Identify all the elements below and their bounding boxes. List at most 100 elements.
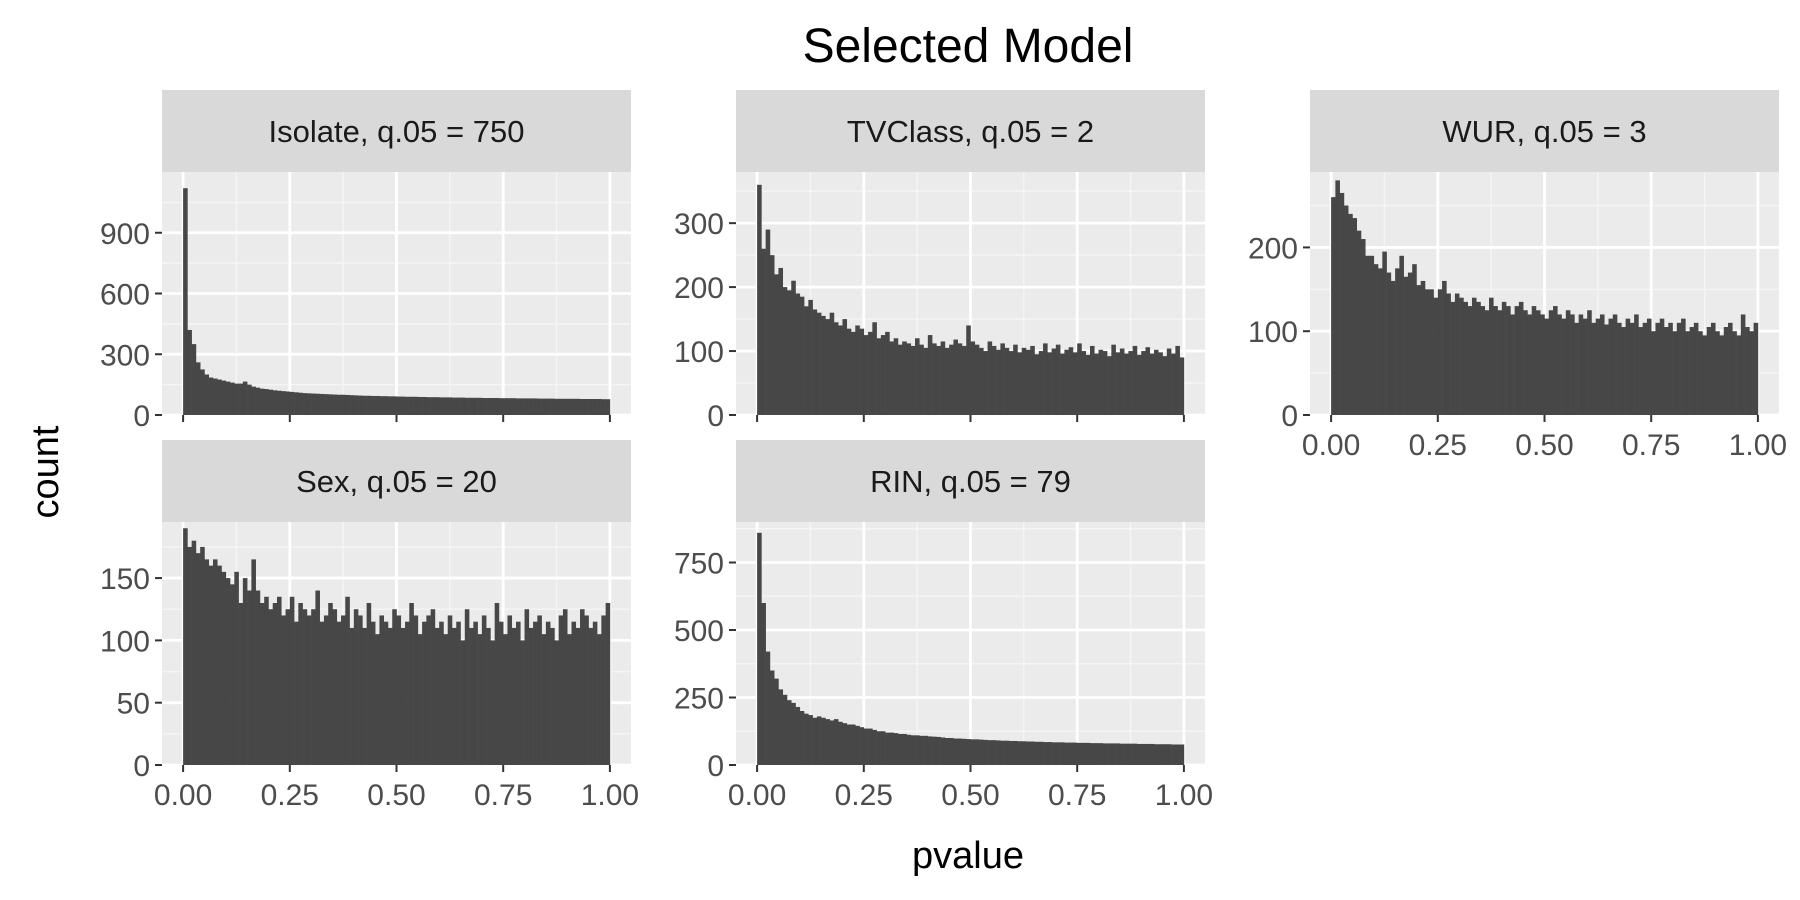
histogram-bar bbox=[434, 627, 440, 765]
histogram-bar bbox=[1171, 353, 1176, 415]
histogram-bar bbox=[439, 621, 444, 765]
histogram-bar bbox=[1493, 306, 1498, 415]
histogram-bar bbox=[528, 627, 534, 765]
histogram-bar bbox=[833, 322, 839, 415]
histogram-bar bbox=[1728, 322, 1733, 415]
histogram-bar bbox=[936, 345, 941, 415]
histogram-bar bbox=[242, 381, 248, 415]
histogram-bar bbox=[392, 396, 397, 415]
histogram-bar bbox=[1013, 344, 1018, 415]
histogram-bar bbox=[422, 621, 427, 765]
histogram-bar bbox=[281, 615, 286, 765]
histogram-bar bbox=[396, 396, 402, 415]
histogram-bar bbox=[1000, 343, 1005, 415]
histogram-bar bbox=[850, 331, 856, 415]
histogram-bar bbox=[302, 393, 308, 415]
histogram-bar bbox=[1136, 354, 1142, 415]
histogram-bar bbox=[1599, 314, 1605, 415]
histogram-bar bbox=[970, 739, 976, 765]
histogram-bar bbox=[1021, 347, 1027, 415]
histogram-bar bbox=[1331, 197, 1336, 415]
histogram-bar bbox=[940, 737, 946, 765]
histogram-bar bbox=[1736, 335, 1742, 415]
histogram-bar bbox=[558, 398, 564, 415]
histogram-bar bbox=[259, 388, 265, 415]
histogram-bar bbox=[1107, 743, 1112, 765]
histogram-bar bbox=[481, 397, 487, 415]
histogram-bar bbox=[1335, 180, 1340, 415]
histogram-bar bbox=[221, 380, 227, 415]
histogram-bar bbox=[1689, 327, 1695, 415]
histogram-bar bbox=[601, 615, 606, 765]
histogram-bar bbox=[315, 590, 320, 765]
histogram-bar bbox=[413, 396, 419, 415]
histogram-bar bbox=[961, 738, 967, 765]
histogram-bar bbox=[1570, 314, 1575, 415]
histogram-bar bbox=[430, 609, 436, 765]
histogram-bar bbox=[872, 322, 877, 415]
histogram-bar bbox=[494, 397, 500, 415]
histogram-bar bbox=[588, 627, 594, 765]
histogram-bar bbox=[1179, 744, 1185, 765]
histogram-bar bbox=[486, 627, 491, 765]
histogram-bar bbox=[1072, 742, 1078, 765]
histogram-bar bbox=[957, 343, 963, 415]
y-tick-label: 50 bbox=[117, 688, 150, 721]
histogram-bar bbox=[906, 343, 912, 415]
histogram-bar bbox=[915, 338, 920, 415]
histogram-bar bbox=[341, 615, 346, 765]
histogram-bar bbox=[1390, 280, 1396, 415]
histogram-bar bbox=[498, 398, 504, 415]
histogram-bar bbox=[392, 609, 397, 765]
histogram-bar bbox=[868, 331, 873, 415]
chart-title: Selected Model bbox=[803, 20, 1134, 73]
y-tick-label: 100 bbox=[1248, 316, 1298, 349]
histogram-bar bbox=[1004, 740, 1010, 765]
histogram-bar bbox=[1081, 351, 1087, 415]
histogram-bar bbox=[375, 634, 380, 765]
facet-strip-label: WUR, q.05 = 3 bbox=[1442, 114, 1646, 149]
histogram-bar bbox=[1595, 318, 1601, 415]
histogram-bar bbox=[880, 335, 886, 415]
histogram-bar bbox=[289, 596, 295, 765]
histogram-bar bbox=[1111, 344, 1116, 415]
histogram-bar bbox=[987, 341, 993, 415]
histogram-bar bbox=[387, 627, 393, 765]
histogram-bar bbox=[481, 615, 487, 765]
y-tick-label: 200 bbox=[1248, 232, 1298, 265]
histogram-bar bbox=[966, 739, 971, 765]
histogram-bar bbox=[302, 609, 308, 765]
histogram-bar bbox=[276, 390, 282, 415]
histogram-bar bbox=[597, 399, 602, 415]
histogram-bar bbox=[923, 347, 929, 415]
histogram-bar bbox=[953, 339, 958, 415]
histogram-bar bbox=[477, 634, 483, 765]
histogram-bar bbox=[208, 377, 214, 415]
histogram-bar bbox=[983, 739, 988, 765]
histogram-bar bbox=[1149, 353, 1155, 415]
histogram-bar bbox=[1166, 348, 1172, 415]
facet-strip bbox=[1310, 90, 1779, 172]
histogram-bar bbox=[889, 341, 894, 415]
histogram-bar bbox=[332, 609, 338, 765]
histogram-bar bbox=[1124, 743, 1129, 765]
histogram-bar bbox=[584, 615, 589, 765]
histogram-bar bbox=[204, 374, 210, 415]
histogram-bar bbox=[816, 312, 822, 415]
histogram-bar bbox=[1111, 743, 1116, 765]
histogram-bar bbox=[842, 319, 848, 415]
histogram-bar bbox=[524, 609, 530, 765]
histogram-bar bbox=[859, 328, 865, 415]
histogram-bar bbox=[1102, 743, 1108, 765]
histogram-bar bbox=[230, 584, 235, 765]
histogram-bar bbox=[885, 331, 890, 415]
histogram-bar bbox=[1655, 322, 1661, 415]
histogram-bar bbox=[1034, 741, 1040, 765]
histogram-bar bbox=[932, 343, 937, 415]
histogram-bar bbox=[1442, 280, 1447, 415]
histogram-bar bbox=[507, 398, 513, 415]
histogram-bar bbox=[983, 351, 988, 415]
histogram-bar bbox=[1518, 301, 1524, 415]
histogram-bar bbox=[1706, 327, 1712, 415]
x-tick-label: 1.00 bbox=[1729, 429, 1787, 462]
